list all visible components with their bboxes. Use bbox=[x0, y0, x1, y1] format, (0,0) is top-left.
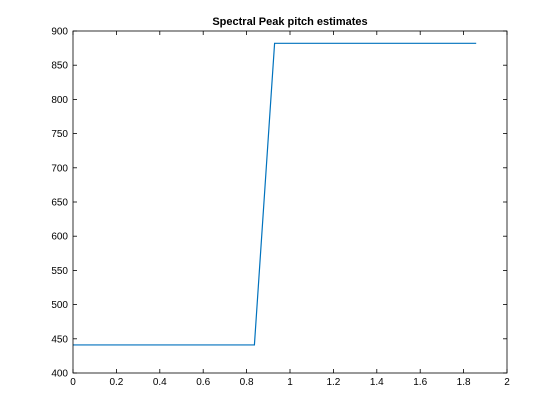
x-axis-ticks: 0 0.2 0.4 0.6 0.8 1 1.2 1.4 1.6 1.8 2 bbox=[70, 31, 510, 388]
x-tick-label: 1.2 bbox=[326, 377, 340, 388]
y-axis-ticks: 400 450 500 550 600 650 700 750 800 850 900 bbox=[51, 27, 507, 380]
y-tick-label: 450 bbox=[51, 334, 68, 345]
y-tick-label: 600 bbox=[51, 232, 68, 243]
x-tick-label: 1.4 bbox=[370, 377, 384, 388]
series-line-0 bbox=[73, 42, 477, 346]
y-tick-label: 800 bbox=[51, 95, 68, 106]
chart-title: Spectral Peak pitch estimates bbox=[212, 16, 367, 28]
x-tick-label: 1 bbox=[287, 377, 293, 388]
x-tick-label: 2 bbox=[504, 377, 510, 388]
x-tick-label: 1.6 bbox=[413, 377, 427, 388]
y-tick-label: 750 bbox=[51, 129, 68, 140]
series-layer bbox=[73, 42, 477, 346]
y-tick-label: 500 bbox=[51, 300, 68, 311]
x-tick-label: 0.8 bbox=[240, 377, 254, 388]
y-tick-label: 650 bbox=[51, 198, 68, 209]
x-tick-label: 0.2 bbox=[109, 377, 123, 388]
axes-background bbox=[73, 31, 507, 373]
x-tick-label: 0 bbox=[70, 377, 76, 388]
y-tick-label: 850 bbox=[51, 61, 68, 72]
y-tick-label: 700 bbox=[51, 163, 68, 174]
y-tick-label: 900 bbox=[51, 27, 68, 38]
x-tick-label: 1.8 bbox=[457, 377, 471, 388]
x-tick-label: 0.4 bbox=[153, 377, 167, 388]
plot-area bbox=[73, 31, 507, 373]
x-tick-label: 0.6 bbox=[196, 377, 210, 388]
y-tick-label: 550 bbox=[51, 266, 68, 277]
y-tick-label: 400 bbox=[51, 369, 68, 380]
